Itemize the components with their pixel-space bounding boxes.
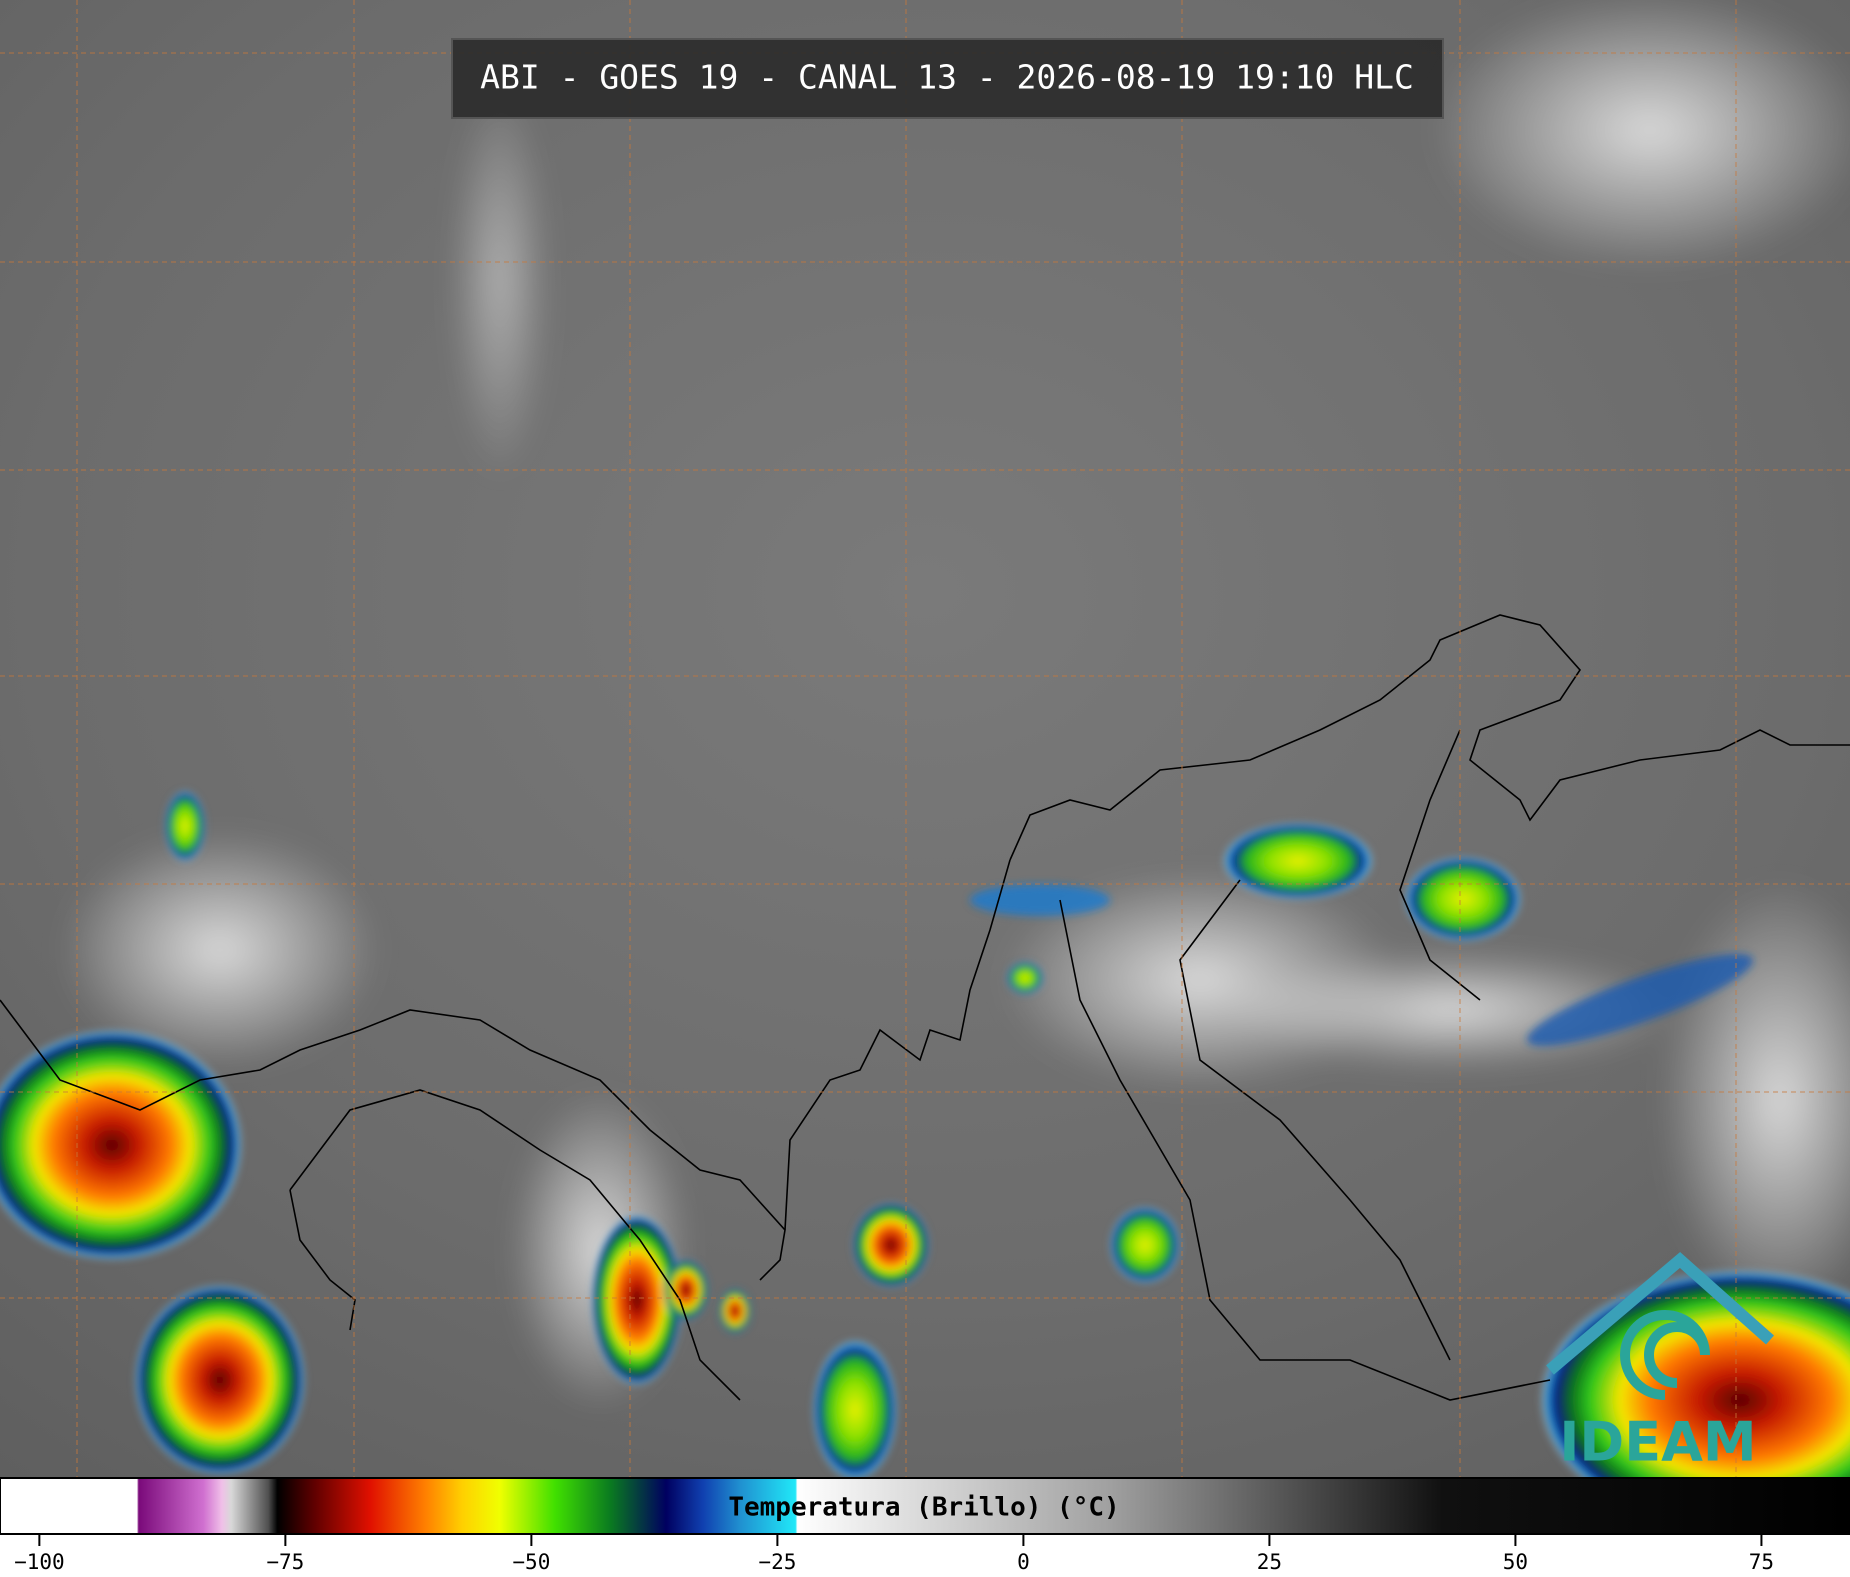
cloud-layer	[60, 0, 1850, 1410]
colorbar-tick-label: −50	[512, 1550, 550, 1574]
colorbar-tick-label: −75	[266, 1550, 304, 1574]
colorbar-label: Temperatura (Brillo) (°C)	[728, 1493, 1119, 1523]
colorbar-tick-label: 75	[1749, 1550, 1774, 1574]
colorbar-tick-label: −100	[14, 1550, 65, 1574]
colorbar-tick-label: −25	[758, 1550, 796, 1574]
graticule	[0, 0, 1850, 1478]
logo-text: IDEAM	[1559, 1411, 1756, 1474]
logo: IDEAM	[1546, 1252, 1774, 1474]
coastlines	[0, 614, 1850, 1401]
title: ABI - GOES 19 - CANAL 13 - 2026-08-19 19…	[480, 58, 1414, 97]
colorbar-tick-label: 25	[1257, 1550, 1282, 1574]
colorbar-tick-label: 50	[1503, 1550, 1528, 1574]
title-box	[451, 38, 1444, 119]
colorbar-tick-label: 0	[1017, 1550, 1030, 1574]
colorbar	[0, 1477, 1850, 1535]
